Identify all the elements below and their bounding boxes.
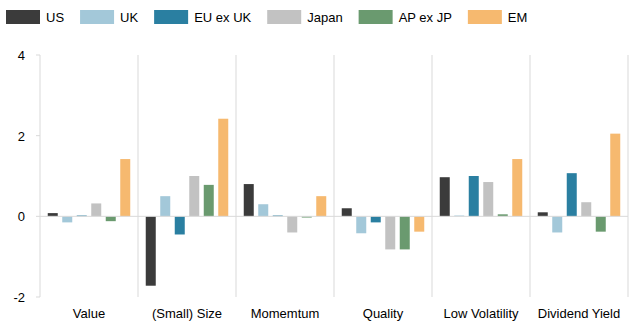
legend-swatch bbox=[80, 10, 114, 24]
separator bbox=[236, 55, 237, 297]
bar bbox=[342, 208, 352, 216]
bar bbox=[552, 216, 562, 232]
bar bbox=[244, 184, 254, 216]
bar bbox=[414, 216, 424, 231]
separator bbox=[432, 55, 433, 297]
bar bbox=[469, 176, 479, 216]
y-tick-label: 4 bbox=[18, 48, 25, 63]
bar bbox=[106, 216, 116, 221]
legend-label: AP ex JP bbox=[399, 10, 452, 25]
legend-swatch bbox=[6, 10, 40, 24]
x-tick-label: Quality bbox=[363, 306, 404, 321]
bar bbox=[62, 216, 72, 222]
bar bbox=[371, 216, 381, 222]
bar bbox=[385, 216, 395, 249]
separator bbox=[530, 55, 531, 297]
y-tick bbox=[36, 216, 40, 217]
x-tick-label: Low Volatility bbox=[443, 306, 519, 321]
bar bbox=[581, 202, 591, 216]
bar bbox=[287, 216, 297, 232]
bar bbox=[175, 216, 185, 234]
bar bbox=[440, 177, 450, 216]
bar bbox=[596, 216, 606, 231]
legend-label: UK bbox=[120, 10, 138, 25]
separator bbox=[138, 55, 139, 297]
x-tick-label: Momemtum bbox=[251, 306, 320, 321]
x-tick-label: Dividend Yield bbox=[538, 306, 620, 321]
bar bbox=[356, 216, 366, 233]
legend-swatch bbox=[267, 10, 301, 24]
bar bbox=[189, 176, 199, 216]
bar bbox=[512, 159, 522, 216]
bar bbox=[218, 119, 228, 217]
x-tick-label: Value bbox=[73, 306, 105, 321]
legend-label: US bbox=[46, 10, 64, 25]
bar bbox=[483, 182, 493, 216]
bar bbox=[91, 203, 101, 216]
separator bbox=[40, 55, 41, 297]
y-tick bbox=[36, 297, 40, 298]
bar bbox=[146, 216, 156, 285]
separator bbox=[628, 55, 629, 297]
bar bbox=[400, 216, 410, 249]
y-tick bbox=[36, 55, 40, 56]
legend-swatch bbox=[468, 10, 502, 24]
bar bbox=[316, 196, 326, 216]
legend-label: Japan bbox=[307, 10, 342, 25]
bar bbox=[204, 185, 214, 216]
legend-label: EM bbox=[508, 10, 528, 25]
y-tick-label: 2 bbox=[18, 129, 25, 144]
chart: -2 0 2 4 Value (Small) Size Momemtum Quality Low… bbox=[0, 0, 637, 331]
zero-line bbox=[40, 216, 628, 217]
bar bbox=[567, 173, 577, 216]
separator bbox=[334, 55, 335, 297]
bar bbox=[610, 134, 620, 217]
bar bbox=[160, 196, 170, 216]
bars bbox=[48, 119, 621, 286]
bar bbox=[538, 212, 548, 216]
x-tick-label: (Small) Size bbox=[152, 306, 222, 321]
y-tick bbox=[36, 135, 40, 136]
legend-swatch bbox=[359, 10, 393, 24]
legend-label: EU ex UK bbox=[194, 10, 251, 25]
y-tick-label: 0 bbox=[18, 209, 25, 224]
bar bbox=[120, 159, 130, 216]
bar bbox=[258, 204, 268, 216]
y-tick-label: -2 bbox=[13, 290, 25, 305]
legend-swatch bbox=[154, 10, 188, 24]
